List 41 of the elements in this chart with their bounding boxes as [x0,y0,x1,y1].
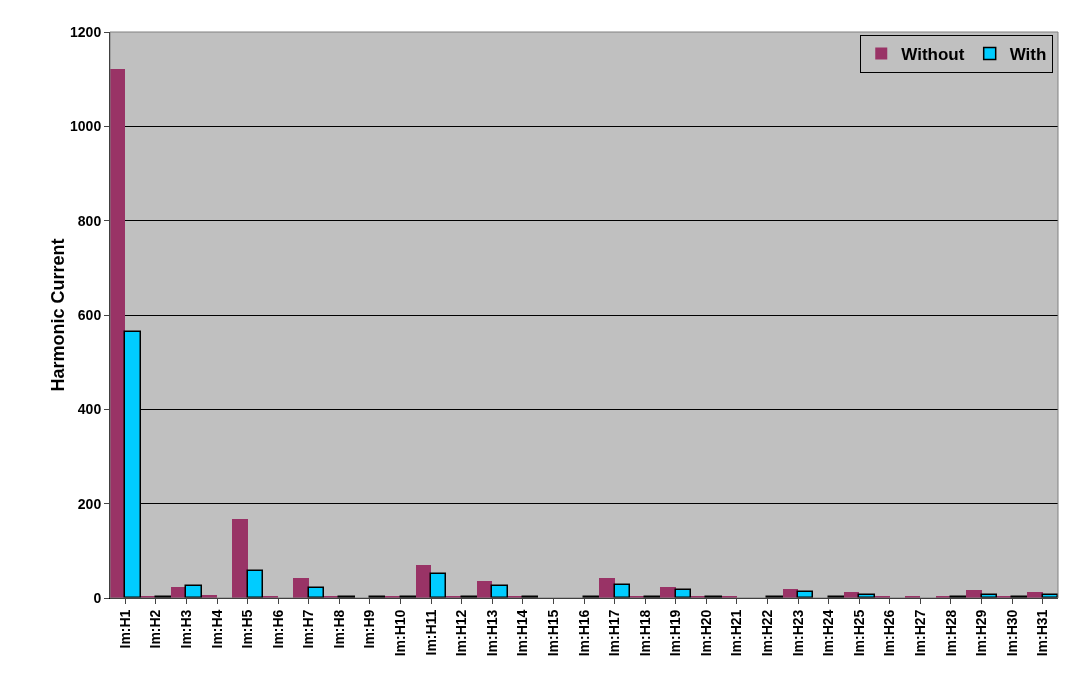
x-tick-label: Im:H21 [728,609,745,657]
x-tick-label: Im:H7 [300,609,317,649]
y-tick-label: 1200 [70,23,102,40]
x-tick-label: Im:H4 [208,609,225,649]
x-tick-label: Im:H8 [330,609,347,649]
x-tick-label: Im:H18 [636,609,653,657]
x-tick-label: Im:H3 [178,609,194,649]
x-tick-label: Im:H20 [697,609,714,657]
y-axis-title: Harmonic Current [48,238,68,392]
y-tick-label: 0 [93,589,102,606]
x-tick-label: Im:H28 [942,609,959,657]
x-tick-label: Im:H2 [147,609,164,649]
x-tick-label: Im:H14 [514,609,531,657]
x-tick-label: Im:H17 [606,609,623,657]
x-tick-label: Im:H6 [269,609,286,649]
x-tick-label: Im:H27 [911,609,928,657]
x-tick-label: Im:H9 [361,609,378,649]
x-tick-label: Im:H11 [422,609,439,656]
x-tick-label: Im:H26 [881,609,898,657]
y-tick-label: 200 [77,495,102,512]
x-tick-label: Im:H16 [575,609,592,657]
legend-label: Without [901,45,965,65]
legend-label: With [1009,45,1047,65]
x-tick-label: Im:H13 [483,609,500,657]
x-tick-label: Im:H25 [850,609,867,657]
x-tick-label: Im:H1 [116,609,133,649]
y-tick-label: 800 [77,212,102,229]
x-tick-label: Im:H23 [789,609,806,657]
x-tick-label: Im:H30 [1003,609,1020,657]
x-tick-label: Im:H22 [759,609,776,657]
x-tick-label: Im:H5 [239,609,256,649]
y-tick-label: 600 [77,306,102,323]
x-tick-label: Im:H10 [392,609,409,657]
x-tick-label: Im:H31 [1034,609,1051,657]
y-tick-label: 1000 [70,118,102,135]
x-tick-label: Im:H12 [453,609,470,657]
x-tick-label: Im:H24 [820,609,837,657]
x-tick-label: Im:H29 [973,609,990,657]
y-tick-label: 400 [77,401,102,418]
x-tick-label: Im:H19 [667,609,684,657]
x-tick-label: Im:H15 [544,609,561,657]
